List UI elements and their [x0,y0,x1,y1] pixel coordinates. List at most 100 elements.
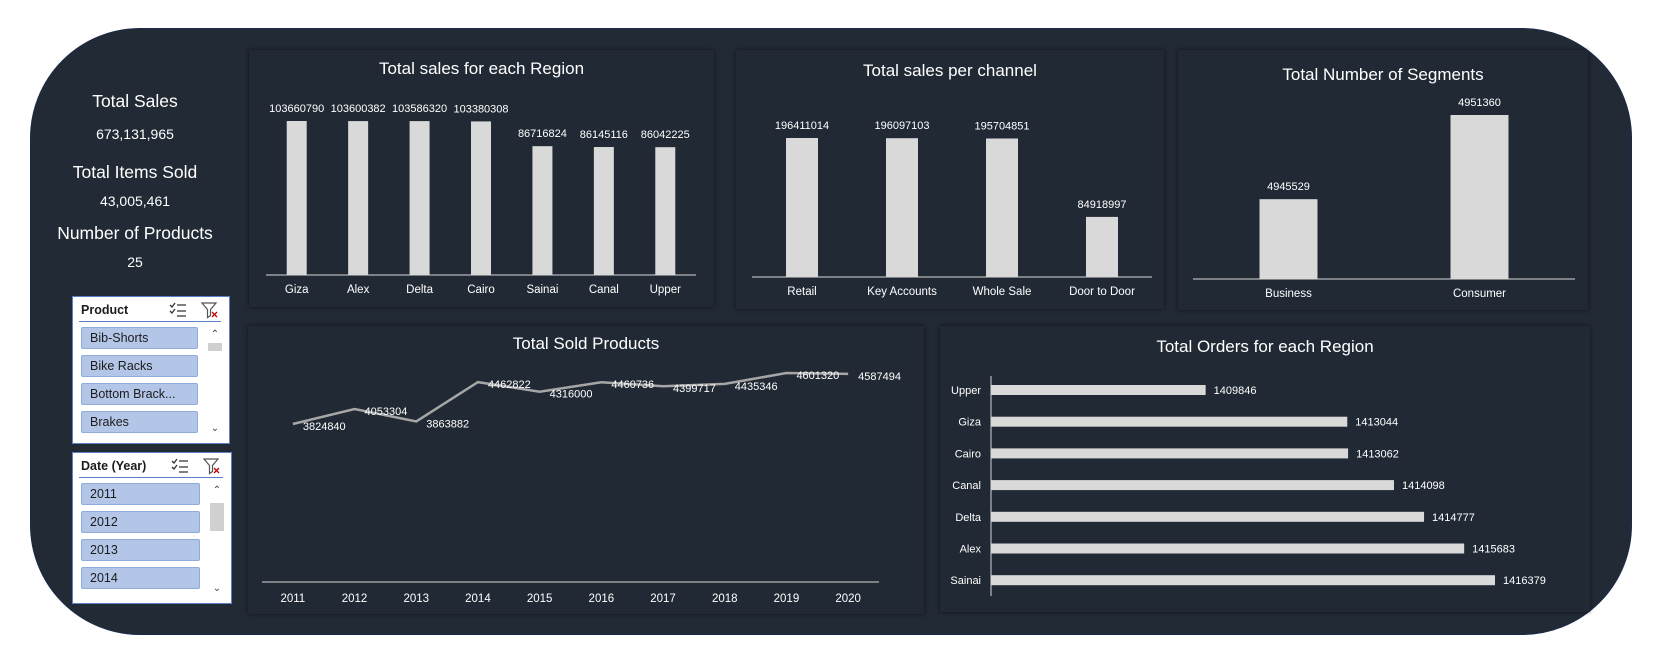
slicer-item-product[interactable]: Brakes [81,411,198,433]
scroll-up-icon[interactable]: ⌃ [207,329,223,341]
bar [1451,115,1509,279]
slicer-item-product[interactable]: Bib-Shorts [81,327,198,349]
segments-chart[interactable]: Total Number of Segments 4945529 Business… [1178,50,1588,310]
category-label: Alex [347,284,370,296]
data-label: 86145116 [580,129,628,141]
kpi-total-sales-label: Total Sales [45,91,225,112]
year-slicer-title: Date (Year) [81,459,146,473]
slicer-item-year[interactable]: 2011 [81,483,200,505]
category-label: 2016 [589,593,615,605]
bar [991,480,1394,490]
data-label: 103600382 [331,103,386,115]
product-slicer-title: Product [81,303,128,317]
kpi-total-sales: Total Sales 673,131,965 [45,91,225,142]
category-label: 2013 [403,593,429,605]
clear-filter-icon[interactable] [203,457,221,475]
bar [786,138,818,277]
data-label: 196097103 [874,120,929,132]
slicer-item-product[interactable]: Bottom Brack... [81,383,198,405]
year-slicer-scrollbar[interactable]: ⌃ ⌄ [209,485,225,595]
category-label: Cairo [467,284,494,296]
category-label: Sainai [950,575,981,587]
category-label: Door to Door [1069,286,1135,298]
scroll-down-icon[interactable]: ⌄ [209,583,225,595]
bar [287,121,307,275]
scroll-thumb[interactable] [210,503,224,531]
bar [991,512,1424,522]
data-label: 103380308 [453,103,508,115]
slicer-item-year[interactable]: 2013 [81,539,200,561]
kpi-total-items-value: 43,005,461 [45,193,225,209]
category-label: Canal [589,284,619,296]
bar [655,147,675,275]
category-label: Delta [955,512,982,524]
multi-select-icon[interactable] [171,457,189,475]
kpi-total-sales-value: 673,131,965 [45,126,225,142]
category-label: 2019 [774,593,800,605]
category-label: Giza [285,284,309,296]
bar [986,138,1018,277]
bar [348,121,368,275]
scroll-down-icon[interactable]: ⌄ [207,423,223,435]
data-label: 4601320 [796,370,839,382]
data-label: 4316000 [550,389,593,401]
data-label: 1414098 [1402,480,1445,492]
slicer-item-year[interactable]: 2014 [81,567,200,589]
kpi-num-products: Number of Products 25 [45,223,225,270]
category-label: Cairo [955,448,981,460]
multi-select-icon[interactable] [169,301,187,319]
data-label: 4460736 [611,379,654,391]
category-label: 2017 [650,593,676,605]
bar [991,417,1347,427]
category-label: Upper [951,385,981,397]
bar [991,575,1495,585]
data-label: 3824840 [303,421,346,433]
category-label: Retail [787,286,816,298]
bar [991,448,1348,458]
bar [991,544,1464,554]
data-label: 1409846 [1214,385,1257,397]
scroll-up-icon[interactable]: ⌃ [209,485,225,497]
region-orders-chart[interactable]: Total Orders for each Region Upper 140984… [940,326,1590,612]
bar [1086,217,1118,277]
data-label: 4462822 [488,379,531,391]
data-label: 1414777 [1432,512,1475,524]
kpi-total-items: Total Items Sold 43,005,461 [45,162,225,209]
kpi-total-items-label: Total Items Sold [45,162,225,183]
data-label: 103660790 [269,103,324,115]
category-label: Sainai [526,284,558,296]
product-slicer-scrollbar[interactable]: ⌃ ⌄ [207,329,223,435]
clear-filter-icon[interactable] [201,301,219,319]
category-label: Whole Sale [973,286,1032,298]
bar [410,121,430,275]
bar [991,385,1206,395]
bar [1260,199,1318,279]
data-label: 4951360 [1458,97,1501,109]
slicer-divider [79,477,223,478]
data-label: 84918997 [1078,199,1127,211]
sold-products-chart[interactable]: Total Sold Products 3824840 2011 4053304 20… [248,326,924,614]
category-label: Upper [650,284,681,296]
data-label: 1416379 [1503,575,1546,587]
bar [471,121,491,275]
data-label: 195704851 [974,120,1029,132]
category-label: 2020 [835,593,861,605]
scroll-thumb[interactable] [208,343,222,351]
bar [886,138,918,277]
data-label: 86716824 [518,128,567,140]
slicer-divider [79,321,221,322]
bar [594,147,614,275]
category-label: 2014 [465,593,491,605]
year-slicer[interactable]: Date (Year) 2011 2012 2013 2014 ⌃ ⌄ [72,452,232,604]
slicer-item-year[interactable]: 2012 [81,511,200,533]
data-label: 1413044 [1355,417,1398,429]
region-sales-chart[interactable]: Total sales for each Region 103660790 Giz… [249,50,714,307]
slicer-item-product[interactable]: Bike Racks [81,355,198,377]
category-label: Delta [406,284,433,296]
channel-sales-chart[interactable]: Total sales per channel 196411014 Retail 1… [736,50,1164,309]
category-label: Alex [960,544,982,556]
data-label: 4435346 [735,381,778,393]
product-slicer[interactable]: Product Bib-Shorts Bike Racks Bottom Bra… [72,296,230,444]
category-label: 2018 [712,593,738,605]
data-label: 196411014 [775,120,829,132]
